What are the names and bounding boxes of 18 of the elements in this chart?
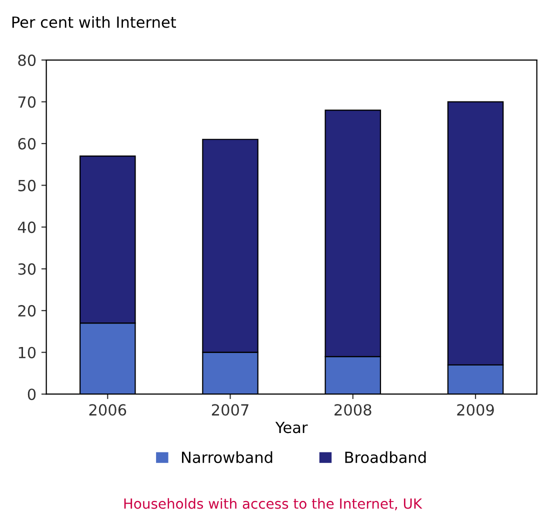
y-axis-title: Per cent with Internet <box>12 16 176 28</box>
x-axis-title: Year <box>275 422 308 434</box>
text: Households with access to the Internet, UK <box>124 498 422 510</box>
y-tick-label: 0 <box>28 388 36 400</box>
x-tick-label: 2009 <box>457 404 494 416</box>
y-tick-label: 80 <box>18 54 36 66</box>
x-tick-label: 2007 <box>212 404 248 416</box>
x-tick-label: 2008 <box>334 404 372 416</box>
y-tick-label: 30 <box>18 263 36 275</box>
legend-label: Broadband <box>345 451 426 464</box>
y-tick-label: 60 <box>18 138 36 150</box>
y-tick-label: 20 <box>18 305 36 317</box>
y-tick-label: 50 <box>18 180 36 192</box>
y-tick-label: 40 <box>18 222 36 234</box>
y-tick-label: 70 <box>18 96 36 108</box>
legend-label: Narrowband <box>182 451 272 464</box>
x-tick-label: 2006 <box>89 404 126 416</box>
y-tick-label: 10 <box>18 346 36 358</box>
